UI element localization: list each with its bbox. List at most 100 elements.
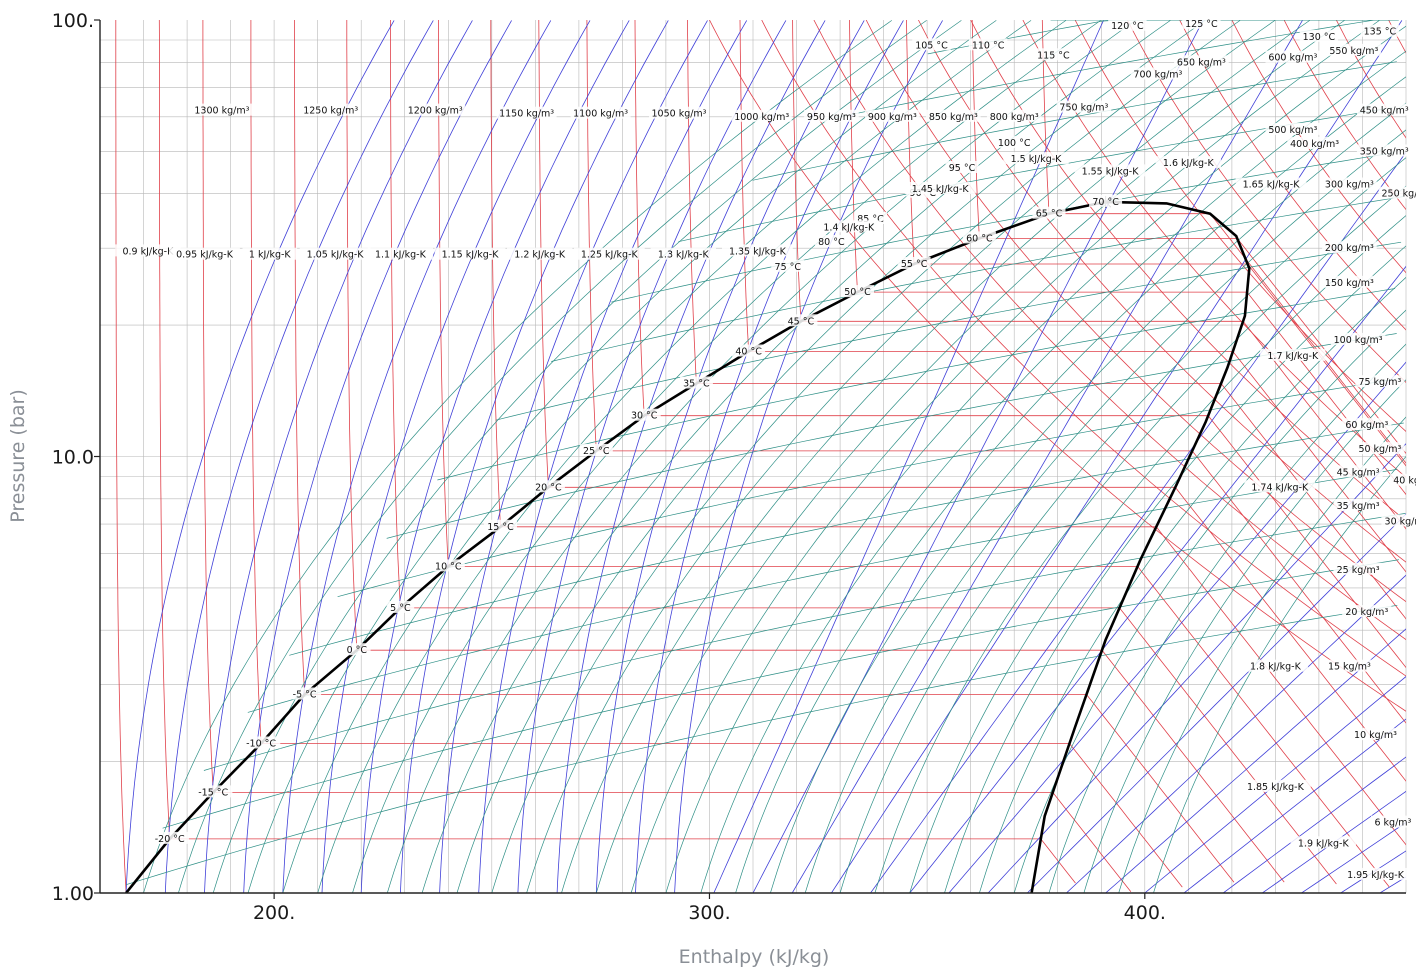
temperature-label: 45 °C [788,316,815,327]
temperature-label: 105 °C [915,40,948,51]
temperature-label: 10 °C [435,561,462,572]
density-label: 350 kg/m³ [1360,146,1409,157]
density-label-bg [1355,442,1405,455]
density-label: 200 kg/m³ [1325,243,1374,254]
isotherm-line [906,20,1406,467]
temperature-label: 85 °C [857,214,884,225]
entropy-label-bg [434,247,506,260]
isentrope-line [439,20,708,893]
temperature-label-bg [1089,194,1123,207]
density-label: 400 kg/m³ [1290,139,1339,150]
entropy-label: 1.74 kJ/kg-K [1251,482,1309,493]
isentrope-line [360,20,630,893]
temperature-label-bg [579,443,613,456]
temperature-label-bg [431,559,465,572]
isochore-line [352,20,1101,893]
isentrope-line [1105,628,1406,893]
isochore-line [909,215,1406,893]
isochore-line [1153,455,1406,893]
isochore-line [1013,309,1406,893]
density-label-bg [1333,465,1383,478]
density-label: 500 kg/m³ [1268,125,1317,136]
density-label-bg [865,109,920,122]
entropy-label: 1.9 kJ/kg-K [1298,838,1350,849]
density-label: 900 kg/m³ [868,112,917,123]
x-tick-label: 200. [253,902,295,924]
entropy-label-bg [650,247,716,260]
density-label: 1000 kg/m³ [734,112,789,123]
temperature-label: 100 °C [998,138,1031,149]
temperature-label: 5 °C [390,603,411,614]
temperature-label: -15 °C [198,787,228,798]
density-label-bg [1390,473,1416,486]
isotherm-line [687,20,1406,620]
isochore-line [162,559,1400,829]
temperature-label: 35 °C [683,379,710,390]
density-label: 1050 kg/m³ [652,109,707,120]
entropy-label-bg [1074,164,1146,177]
temperature-label: 115 °C [1037,50,1070,61]
density-label-bg [1333,562,1383,575]
isochore-line [317,20,1067,893]
density-label-bg [1330,332,1386,345]
entropy-label: 1.5 kJ/kg-K [1011,154,1063,165]
entropy-label-bg [1240,779,1311,792]
density-label-bg [1356,103,1412,116]
isotherm-line [158,20,1076,884]
entropy-label: 1.65 kJ/kg-K [1243,180,1301,191]
density-label-bg [1378,186,1416,199]
saturated-vapor-curve [1030,200,1251,893]
temperature-label-bg [912,38,951,51]
isochore-line [337,378,1400,598]
isochore-line [1083,379,1406,893]
density-label-bg [1342,418,1392,431]
temperature-label-bg [288,687,322,700]
entropy-label: 1.25 kJ/kg-K [581,250,639,261]
temperature-label: 110 °C [972,40,1005,51]
plot-area: -20 °C -15 °C -10 °C -5 °C 0 °C 5 °C 10 °C 15 °… [52,10,1416,924]
isochore-line [874,185,1406,893]
isochore-line [289,422,1404,656]
entropy-label-bg [1242,659,1309,672]
temperature-label: 60 °C [966,233,993,244]
entropy-label-bg [299,247,371,260]
temperature-label-bg [150,831,189,844]
density-label-bg [1322,275,1377,288]
isentrope-line [1183,718,1406,893]
y-axis-label: Pressure (bar) [7,389,29,523]
entropy-label: 1.05 kJ/kg-K [307,250,365,261]
temperature-label-bg [771,259,805,272]
entropy-label-bg [573,247,645,260]
temperature-label: 80 °C [818,237,845,248]
entropy-label-bg [115,244,181,257]
density-label-bg [1350,728,1401,741]
density-label-bg [1371,815,1415,828]
isochore-line [247,20,997,893]
density-label-bg [1130,67,1186,80]
temperature-label-bg [897,257,931,269]
temperature-label: 40 °C [735,347,762,358]
isochore-line [839,157,1406,893]
density-label: 750 kg/m³ [1059,103,1108,114]
isentrope-line [321,20,591,893]
density-label-bg [1324,659,1374,672]
temperature-label: 125 °C [1185,19,1218,30]
isotherm-line [1041,20,1406,464]
entropy-label: 1.35 kJ/kg-K [729,246,787,257]
density-label: 45 kg/m³ [1337,467,1380,478]
temperature-label-bg [814,235,848,247]
density-label-bg [1333,499,1383,511]
isochore-line [143,20,893,893]
temperature-label-bg [1182,16,1221,29]
density-label: 1100 kg/m³ [573,109,628,120]
isotherm-line [761,20,1406,677]
density-label: 1300 kg/m³ [194,106,249,117]
entropy-label: 1.3 kJ/kg-K [658,250,710,261]
isotherm-line [918,20,1406,563]
temperature-label: -5 °C [293,690,317,701]
density-label: 25 kg/m³ [1337,565,1380,576]
temperature-label-bg [679,376,713,389]
temperature-label-bg [531,480,565,493]
isochore-line [386,20,1136,893]
x-axis-label: Enthalpy (kJ/kg) [679,946,830,968]
